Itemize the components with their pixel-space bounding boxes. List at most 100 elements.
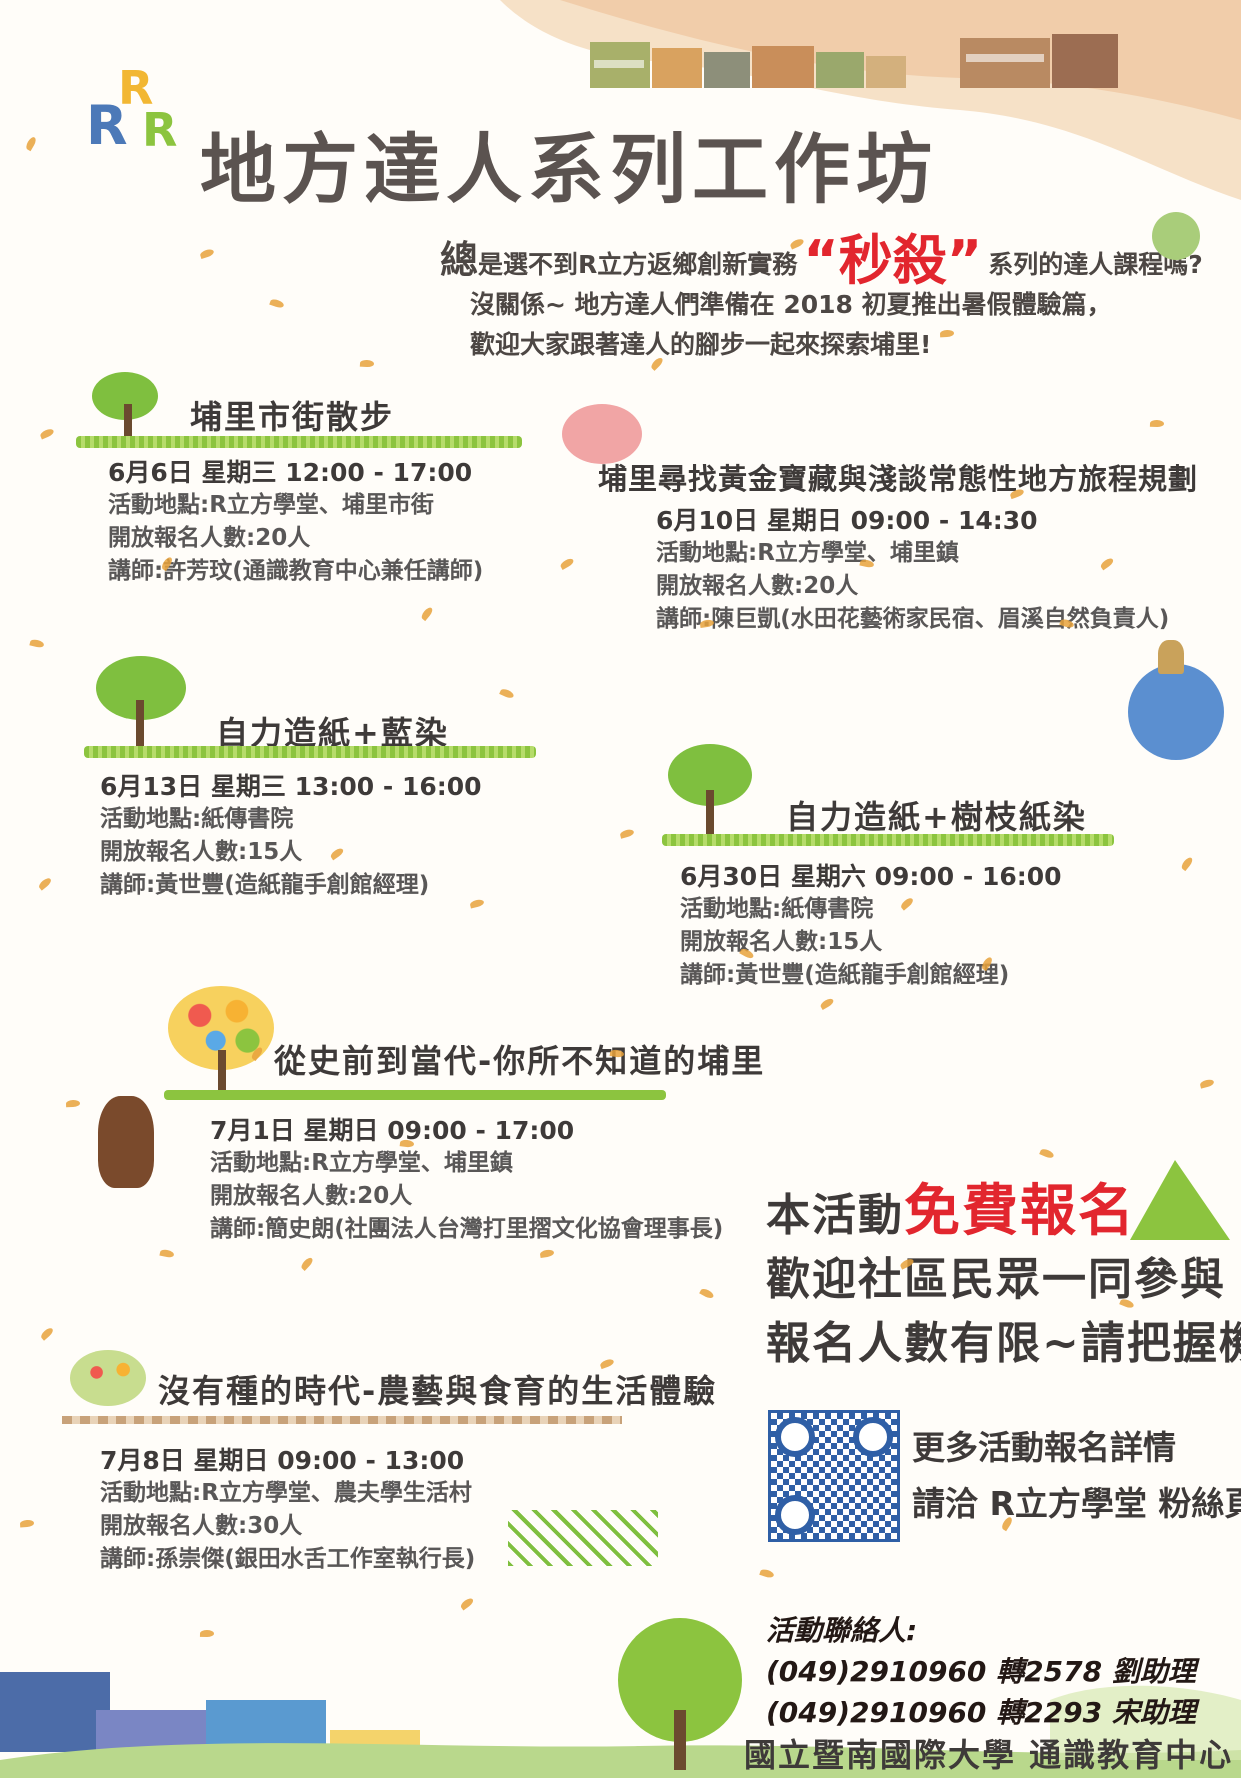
leaf-icon — [359, 359, 375, 368]
event-date: 6月30日 星期六 09:00 - 16:00 — [680, 862, 1062, 891]
footer-organization: 國立暨南國際大學 通識教育中心 — [744, 1736, 1234, 1774]
event-instructor: 講師:黃世豐(造紙龍手創館經理) — [100, 872, 430, 898]
tree-trunk — [124, 404, 132, 444]
event-date: 7月8日 星期日 09:00 - 13:00 — [100, 1446, 465, 1475]
leaf-icon — [699, 1287, 715, 1300]
event-date: 7月1日 星期日 09:00 - 17:00 — [210, 1116, 575, 1145]
blue-globe-icon — [1128, 664, 1224, 760]
fruit-tree-icon — [70, 1350, 146, 1406]
event-location: 活動地點:R立方學堂、埔里鎮 — [656, 540, 959, 566]
leaf-icon — [39, 1326, 55, 1341]
bear-illustration-icon — [98, 1096, 154, 1188]
intro-text: 總是選不到R立方返鄉創新實務 “秒殺” 系列的達人課程嗎? 沒關係~ 地方達人們準備… — [440, 234, 1203, 365]
r-cube-logo: R R R — [84, 44, 194, 157]
soil-divider — [62, 1416, 622, 1424]
event-date: 6月13日 星期三 13:00 - 16:00 — [100, 772, 482, 801]
event-location: 活動地點:R立方學堂、埔里市街 — [108, 492, 434, 518]
event-quota: 開放報名人數:30人 — [100, 1513, 303, 1539]
event-info: 7月8日 星期日 09:00 - 13:00 活動地點:R立方學堂、農夫學生活村… — [100, 1444, 475, 1576]
leaf-icon — [499, 687, 515, 700]
contact-label: 活動聯絡人: — [766, 1614, 918, 1647]
qr-caption: 更多活動報名詳情 請洽 R立方學堂 粉絲頁 — [912, 1420, 1241, 1532]
event-info: 7月1日 星期日 09:00 - 17:00 活動地點:R立方學堂、埔里鎮 開放… — [210, 1114, 723, 1246]
event-title: 埔里尋找黃金寶藏與淺談常態性地方旅程規劃 — [598, 462, 1199, 496]
event-quota: 開放報名人數:20人 — [656, 573, 859, 599]
leaf-icon — [1149, 419, 1165, 428]
intro-line3: 歡迎大家跟著達人的腳步一起來探索埔里! — [470, 330, 932, 359]
traveler-figure-icon — [1158, 640, 1184, 674]
event-quota: 開放報名人數:20人 — [108, 525, 311, 551]
event-title: 從史前到當代-你所不知道的埔里 — [274, 1042, 766, 1080]
svg-text:R: R — [86, 94, 128, 154]
svg-text:R: R — [142, 103, 177, 154]
qr-line1: 更多活動報名詳情 — [912, 1428, 1176, 1467]
grass-divider — [164, 1090, 666, 1100]
leaf-icon — [29, 638, 45, 649]
event-instructor: 講師:簡史朗(社團法人台灣打里摺文化協會理事長) — [210, 1216, 724, 1242]
grass-divider — [662, 834, 1114, 846]
free-signup-highlight: 免費報名 — [904, 1179, 1136, 1244]
contact-line2: (049)2910960 轉2293 宋助理 — [766, 1696, 1196, 1729]
grass-divider — [84, 746, 536, 758]
leaf-icon — [559, 557, 575, 570]
event-location: 活動地點:R立方學堂、埔里鎮 — [210, 1150, 513, 1176]
svg-text:R: R — [118, 61, 153, 115]
event-info: 6月13日 星期三 13:00 - 16:00 活動地點:紙傳書院 開放報名人數… — [100, 770, 482, 902]
leaf-icon — [299, 1256, 315, 1271]
promo-line3: 報名人數有限~請把握機會 — [766, 1318, 1241, 1369]
event-instructor: 講師:黃世豐(造紙龍手創館經理) — [680, 962, 1010, 988]
intro-line2: 沒關係~ 地方達人們準備在 2018 初夏推出暑假體驗篇， — [470, 290, 1112, 319]
tree-trunk — [218, 1050, 226, 1094]
promo-text: 本活動免費報名 歡迎社區民眾一同參與 報名人數有限~請把握機會 — [766, 1180, 1241, 1376]
tree-trunk — [706, 790, 714, 842]
promo-line1: 本活動 — [766, 1190, 904, 1241]
event-quota: 開放報名人數:15人 — [100, 839, 303, 865]
intro-highlight: “秒殺” — [803, 229, 983, 292]
grass-divider — [76, 436, 522, 448]
leaf-icon — [1039, 1147, 1055, 1160]
farm-field-illustration — [508, 1510, 658, 1566]
qr-line2: 請洽 R立方學堂 粉絲頁 — [912, 1484, 1241, 1523]
leaf-icon — [269, 297, 285, 310]
leaf-icon — [1179, 855, 1195, 872]
event-info: 6月10日 星期日 09:00 - 14:30 活動地點:R立方學堂、埔里鎮 開… — [656, 504, 1169, 636]
leaf-icon — [199, 248, 215, 259]
qr-code[interactable] — [768, 1410, 900, 1542]
leaf-icon — [39, 427, 55, 440]
event-date: 6月10日 星期日 09:00 - 14:30 — [656, 506, 1038, 535]
event-title: 自力造紙+藍染 — [216, 714, 449, 752]
event-info: 6月30日 星期六 09:00 - 16:00 活動地點:紙傳書院 開放報名人數… — [680, 860, 1062, 992]
leaf-icon — [419, 605, 435, 622]
event-instructor: 講師:陳巨凱(水田花藝術家民宿、眉溪自然負責人) — [656, 606, 1170, 632]
contact-block: 活動聯絡人: (049)2910960 轉2578 劉助理 (049)29109… — [766, 1610, 1196, 1733]
leaf-icon — [19, 1519, 35, 1528]
intro-first-char: 總 — [440, 238, 479, 282]
event-location: 活動地點:紙傳書院 — [100, 806, 294, 832]
bottom-town-illustration — [0, 1618, 1241, 1778]
leaf-icon — [819, 996, 835, 1011]
event-title: 埔里市街散步 — [190, 398, 395, 436]
small-globe-icon — [1152, 212, 1200, 260]
event-date: 6月6日 星期三 12:00 - 17:00 — [108, 458, 473, 487]
leaf-icon — [37, 876, 53, 891]
promo-line2: 歡迎社區民眾一同參與 — [766, 1254, 1226, 1305]
leaf-icon — [1199, 1078, 1215, 1089]
leaf-icon — [159, 1248, 175, 1259]
page-title: 地方達人系列工作坊 — [200, 125, 938, 214]
event-instructor: 講師:孫崇傑(銀田水舌工作室執行長) — [100, 1546, 476, 1572]
leaf-icon — [65, 1099, 81, 1108]
event-title: 沒有種的時代-農藝與食育的生活體驗 — [158, 1372, 718, 1410]
pink-tree-icon — [562, 404, 642, 464]
event-info: 6月6日 星期三 12:00 - 17:00 活動地點:R立方學堂、埔里市街 開… — [108, 456, 483, 588]
event-location: 活動地點:R立方學堂、農夫學生活村 — [100, 1480, 472, 1506]
leaf-icon — [199, 1629, 215, 1638]
event-quota: 開放報名人數:15人 — [680, 929, 883, 955]
leaf-icon — [539, 1248, 555, 1259]
town-street-illustration — [590, 34, 1118, 88]
contact-line1: (049)2910960 轉2578 劉助理 — [766, 1655, 1196, 1688]
event-location: 活動地點:紙傳書院 — [680, 896, 874, 922]
tree-trunk — [136, 700, 144, 758]
intro-line1a: 是選不到R立方返鄉創新實務 — [478, 250, 798, 279]
event-title: 自力造紙+樹枝紙染 — [786, 798, 1087, 836]
